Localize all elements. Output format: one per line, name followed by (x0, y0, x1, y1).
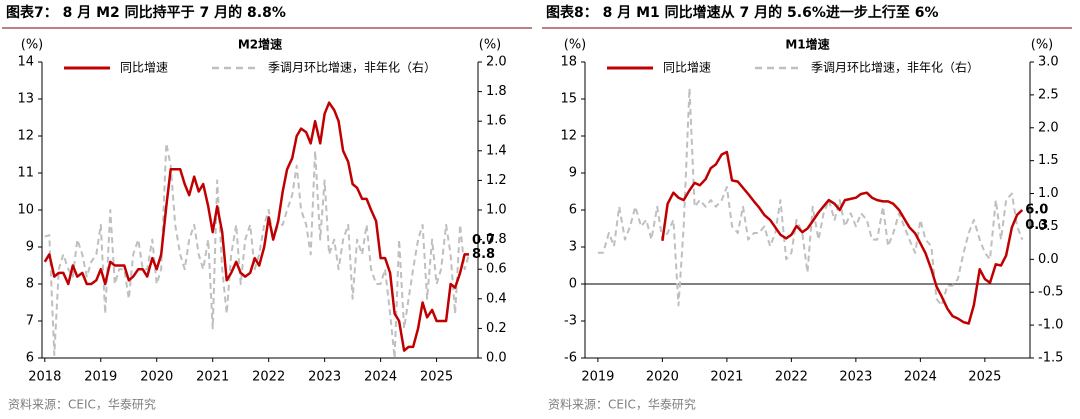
end-label: 6.0 (1025, 203, 1048, 218)
x-tick-label: 2021 (196, 370, 229, 385)
y2-tick-label: 3.0 (1038, 55, 1059, 70)
y-tick-label: 12 (560, 129, 577, 144)
y2-tick-label: 2.5 (1038, 87, 1059, 102)
series-line (44, 142, 470, 359)
chart-subtitle: M2增速 (238, 37, 282, 52)
chart-title: 图表8： 8 月 M1 同比增速从 7 月的 5.6%进一步上行至 6% (546, 4, 938, 21)
x-tick-label: 2019 (84, 370, 117, 385)
x-tick-label: 2020 (646, 370, 679, 385)
chart-title: 图表7： 8 月 M2 同比持平于 7 月的 8.8% (6, 4, 286, 21)
y2-axis-unit: (%) (479, 38, 502, 53)
x-tick-label: 2021 (710, 370, 743, 385)
x-tick-label: 2022 (775, 370, 808, 385)
y2-tick-label: 1.2 (486, 173, 507, 188)
legend-label: 季调月环比增速，非年化（右） (811, 60, 979, 75)
x-tick-label: 2025 (420, 370, 453, 385)
chart-panel: 图表8： 8 月 M1 同比增速从 7 月的 5.6%进一步上行至 6% M1增速… (542, 4, 1072, 412)
y-tick-label: 8 (26, 277, 34, 292)
x-tick-label: 2022 (252, 370, 285, 385)
y2-tick-label: 2.0 (1038, 120, 1059, 135)
x-tick-label: 2020 (140, 370, 173, 385)
y-tick-label: 10 (17, 203, 34, 218)
y-tick-label: 14 (17, 55, 34, 70)
y2-tick-label: 1.6 (486, 114, 507, 129)
y-tick-label: 9 (26, 240, 34, 255)
y-tick-label: -6 (564, 351, 577, 366)
y2-tick-label: 0.0 (1038, 252, 1059, 267)
y2-tick-label: 0.4 (486, 291, 507, 306)
chart-panel: 图表7： 8 月 M2 同比持平于 7 月的 8.8% M2增速 (%) (%) 资料来… (2, 4, 532, 412)
y-tick-label: 13 (17, 92, 34, 107)
y2-tick-label: 1.4 (486, 143, 507, 158)
y-tick-label: 9 (569, 166, 577, 181)
x-tick-label: 2023 (839, 370, 872, 385)
y-tick-label: 3 (569, 240, 577, 255)
chart-subtitle: M1增速 (785, 37, 829, 52)
y-tick-label: -3 (564, 314, 577, 329)
y-tick-label: 6 (569, 203, 577, 218)
y-tick-label: 18 (560, 55, 577, 70)
y2-tick-label: -1.5 (1038, 351, 1063, 366)
end-label: 0.7 (472, 233, 495, 248)
y2-tick-label: 0.2 (486, 321, 507, 336)
y2-tick-label: 0.5 (1038, 219, 1059, 234)
x-tick-label: 2025 (968, 370, 1001, 385)
source: 资料来源：CEIC，华泰研究 (8, 397, 156, 412)
y-tick-label: 0 (569, 277, 577, 292)
y-tick-label: 7 (26, 314, 34, 329)
source: 资料来源：CEIC，华泰研究 (548, 397, 696, 412)
y-axis-unit: (%) (21, 38, 44, 53)
legend-label: 同比增速 (663, 61, 711, 75)
x-tick-label: 2023 (308, 370, 341, 385)
series-line (597, 87, 1024, 307)
y-tick-label: 6 (26, 351, 34, 366)
y2-tick-label: 0.8 (486, 232, 507, 247)
end-label: 0.3 (1025, 218, 1048, 233)
y2-tick-label: 1.0 (1038, 186, 1059, 201)
series-line (661, 150, 1024, 325)
y2-tick-label: 0.0 (486, 351, 507, 366)
y2-tick-label: 0.6 (486, 262, 507, 277)
y2-tick-label: 2.0 (486, 55, 507, 70)
y2-axis-unit: (%) (1031, 38, 1054, 53)
end-label: 8.8 (472, 247, 495, 262)
x-tick-label: 2019 (581, 370, 614, 385)
x-tick-label: 2024 (904, 370, 937, 385)
y2-tick-label: -1.0 (1038, 318, 1063, 333)
y2-tick-label: 1.5 (1038, 153, 1059, 168)
y-tick-label: 11 (17, 166, 34, 181)
y2-tick-label: 1.8 (486, 84, 507, 99)
y-axis-unit: (%) (564, 38, 587, 53)
y-tick-label: 15 (560, 92, 577, 107)
y-tick-label: 12 (17, 129, 34, 144)
legend-label: 季调月环比增速，非年化（右） (268, 60, 436, 75)
x-tick-label: 2024 (364, 370, 397, 385)
series-line (43, 101, 469, 352)
legend-label: 同比增速 (120, 61, 168, 75)
x-tick-label: 2018 (28, 370, 61, 385)
y2-tick-label: -0.5 (1038, 285, 1063, 300)
y2-tick-label: 1.0 (486, 203, 507, 218)
